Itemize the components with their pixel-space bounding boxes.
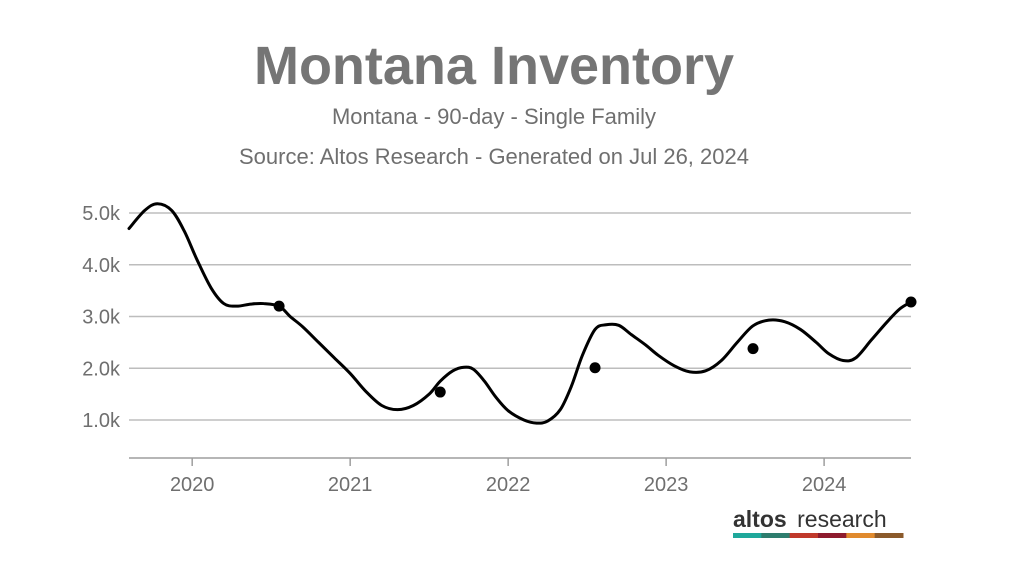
data-point-marker: [747, 343, 759, 355]
logo-stripe: [846, 533, 876, 538]
chart-source: Source: Altos Research - Generated on Ju…: [239, 144, 749, 169]
data-point-marker: [589, 362, 601, 374]
logo-stripe: [733, 533, 762, 538]
altos-research-logo: altos research: [733, 506, 904, 538]
grid: [129, 212, 911, 421]
chart-title: Montana Inventory: [254, 36, 734, 96]
logo-text-bold: altos: [733, 506, 787, 532]
y-tick-label: 4.0k: [82, 255, 121, 277]
data-point-marker: [434, 386, 446, 398]
y-axis-ticks: 1.0k 2.0k 3.0k 4.0k 5.0k: [82, 203, 121, 432]
x-axis-ticks: 2020 2021 2022 2023 2024: [170, 458, 846, 496]
x-tick-label: 2023: [644, 474, 689, 496]
logo-text-regular: research: [797, 506, 886, 532]
logo-stripe: [789, 533, 819, 538]
logo-stripe: [761, 533, 791, 538]
y-tick-label: 2.0k: [82, 358, 121, 380]
series-line: [127, 202, 913, 425]
x-tick-label: 2020: [170, 474, 215, 496]
chart-subtitle: Montana - 90-day - Single Family: [332, 104, 656, 129]
y-tick-label: 3.0k: [82, 307, 121, 329]
y-tick-label: 1.0k: [82, 410, 121, 432]
x-tick-label: 2024: [802, 474, 847, 496]
logo-stripe: [818, 533, 847, 538]
logo-stripe: [874, 533, 904, 538]
x-tick-label: 2021: [328, 474, 373, 496]
y-tick-label: 5.0k: [82, 203, 121, 225]
x-tick-label: 2022: [486, 474, 531, 496]
logo-text: altos research: [733, 506, 887, 532]
logo-color-stripes: [733, 533, 904, 538]
data-point-marker: [905, 296, 917, 308]
series-markers: [273, 296, 917, 398]
data-point-marker: [273, 300, 285, 312]
